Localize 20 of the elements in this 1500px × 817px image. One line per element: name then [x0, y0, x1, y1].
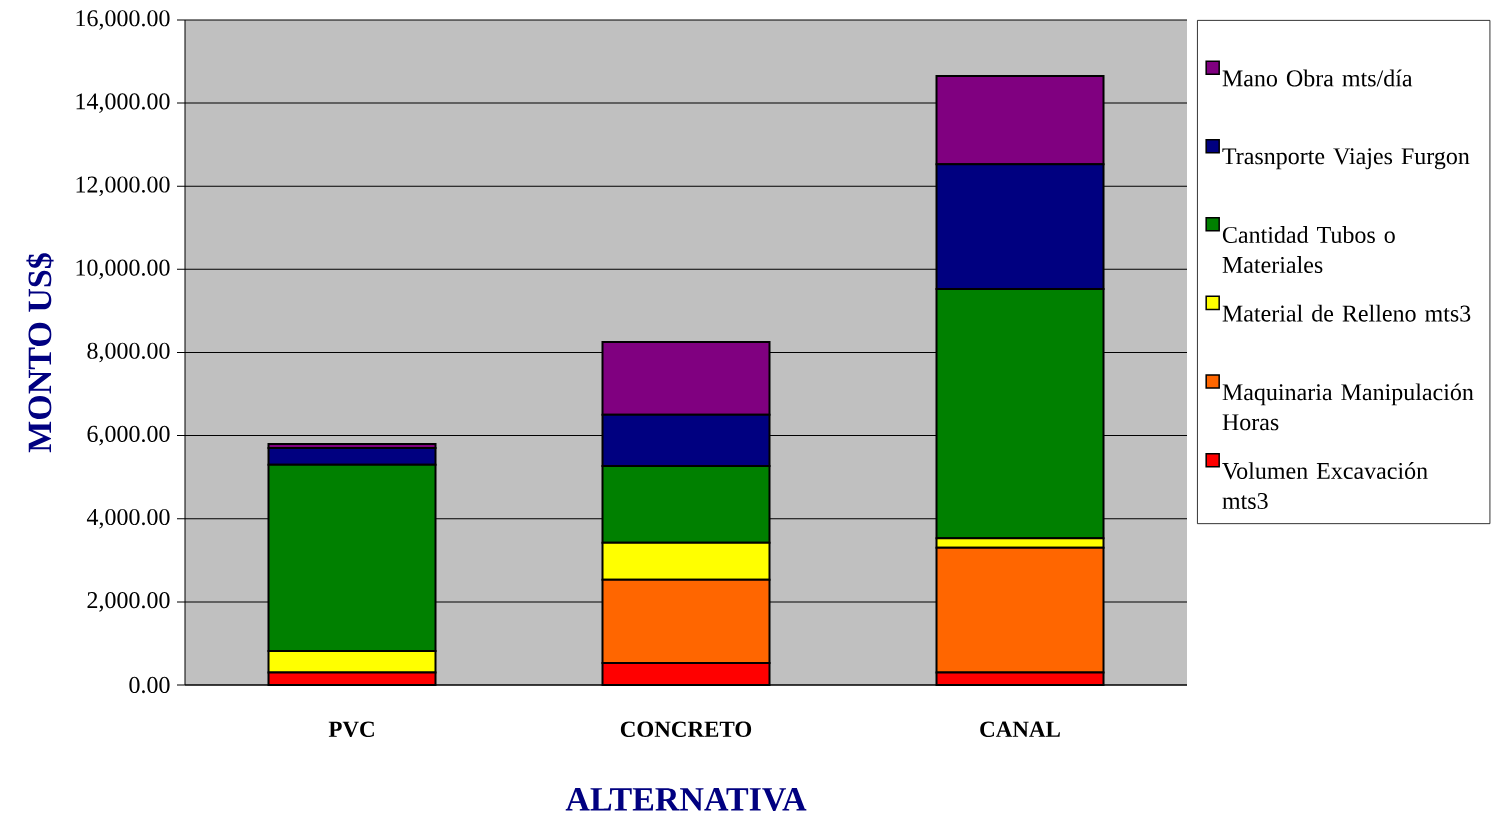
y-tick-label: 16,000.00: [76, 10, 170, 30]
y-tick-label: 10,000.00: [76, 259, 170, 280]
x-axis-title: ALTERNATIVA: [565, 787, 807, 811]
y-tick-label: 6,000.00: [87, 425, 170, 446]
legend-label: Mano Obra mts/día: [1222, 69, 1413, 87]
y-tick-label: 8,000.00: [87, 342, 170, 363]
x-tick-label: PVC: [328, 721, 374, 737]
y-tick-label: 2,000.00: [87, 591, 170, 612]
legend-label: Maquinaria Manipulación Horas: [1222, 383, 1474, 431]
y-tick-label: 12,000.00: [76, 176, 170, 196]
x-tick-label: CONCRETO: [620, 721, 752, 737]
y-tick-label: 4,000.00: [86, 508, 170, 529]
legend-label: Trasnporte Viajes Furgon: [1222, 148, 1470, 170]
x-tick-label: CANAL: [980, 721, 1060, 737]
y-axis-title: MONTO US$: [26, 253, 54, 453]
y-tick-label: 0.00: [129, 676, 170, 694]
legend-label: Material de Relleno mts3: [1222, 304, 1471, 322]
y-tick-label: 14,000.00: [76, 93, 170, 113]
legend-label: Volumen Excavación mts3: [1222, 461, 1428, 509]
legend-label: Cantidad Tubos o Materiales: [1222, 225, 1395, 273]
